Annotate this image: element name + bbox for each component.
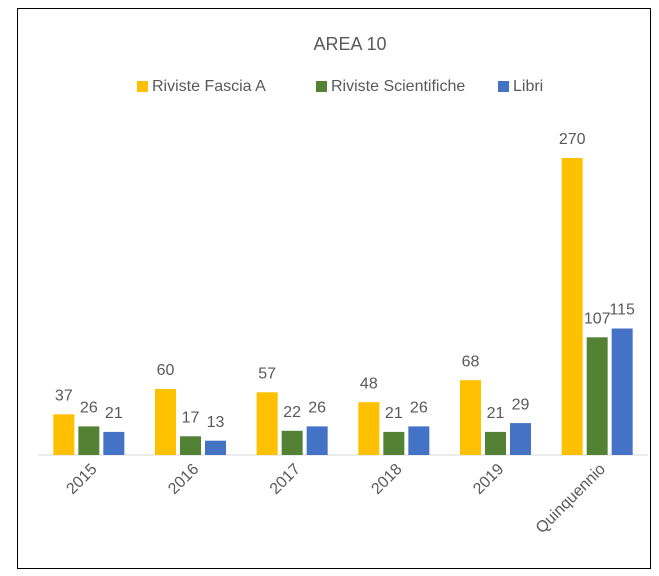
bar (306, 426, 328, 455)
legend-label: Libri (513, 78, 543, 95)
bar (383, 431, 405, 455)
data-label: 13 (207, 414, 225, 431)
data-label: 57 (258, 366, 276, 383)
data-label: 21 (487, 405, 505, 422)
data-label: 17 (182, 410, 200, 427)
chart-frame (17, 8, 651, 569)
data-label: 21 (385, 405, 403, 422)
bar (78, 426, 100, 455)
bar (408, 426, 430, 455)
data-label: 21 (105, 405, 123, 422)
data-label: 29 (512, 396, 530, 413)
bar (256, 392, 278, 455)
data-label: 107 (584, 311, 611, 328)
bar (180, 436, 201, 455)
data-label: 115 (609, 302, 635, 319)
bar (358, 402, 380, 455)
bar (611, 328, 633, 455)
bar (103, 431, 125, 455)
bar (510, 423, 531, 455)
data-label: 26 (410, 400, 428, 417)
bar (205, 440, 226, 455)
legend-swatch (137, 81, 148, 92)
data-label: 270 (559, 131, 586, 148)
chart-title: AREA 10 (313, 34, 386, 54)
legend-label: Riviste Scientifiche (331, 78, 465, 95)
legend-label: Riviste Fascia A (152, 78, 266, 95)
bar (281, 430, 303, 455)
legend-swatch (498, 81, 509, 92)
bar (561, 158, 583, 455)
bar (155, 389, 176, 455)
data-label: 37 (55, 388, 73, 405)
data-label: 22 (283, 404, 301, 421)
bar (586, 337, 608, 455)
bar (460, 380, 481, 455)
bar (53, 414, 75, 455)
bar (485, 431, 506, 455)
legend-swatch (316, 81, 327, 92)
data-label: 48 (360, 375, 378, 392)
data-label: 26 (80, 400, 98, 417)
data-label: 26 (308, 400, 326, 417)
data-label: 60 (157, 362, 175, 379)
data-label: 68 (462, 353, 480, 370)
